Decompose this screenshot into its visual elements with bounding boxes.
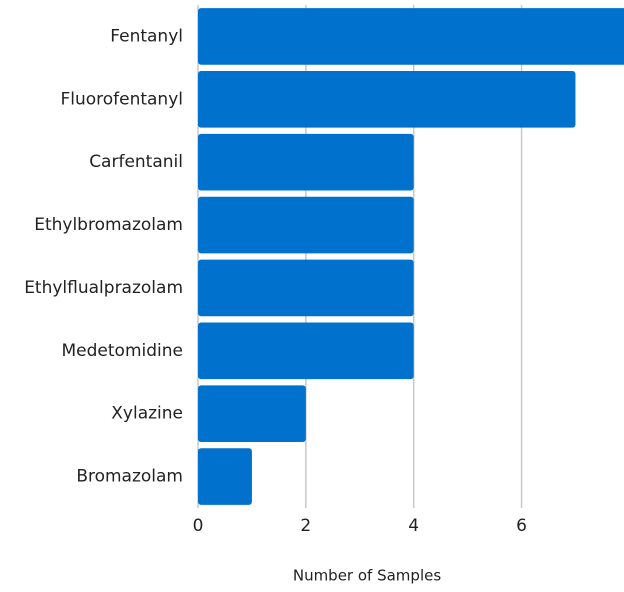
x-tick-label: 2 (300, 516, 311, 536)
bar (198, 259, 414, 317)
x-axis-label: Number of Samples (293, 567, 441, 585)
y-tick-label: Ethylflualprazolam (24, 278, 183, 298)
y-tick-label: Medetomidine (62, 341, 183, 361)
y-tick-label: Xylazine (111, 404, 183, 424)
bar (198, 71, 576, 128)
y-tick-label: Carfentanil (89, 152, 183, 172)
bar (198, 196, 414, 254)
y-tick-label: Bromazolam (76, 467, 183, 487)
bars (198, 8, 624, 505)
bar (198, 8, 624, 65)
x-tick-label: 0 (193, 516, 204, 536)
x-tick-label: 4 (408, 516, 419, 536)
x-tick-label: 6 (516, 516, 527, 536)
y-tick-label: Fluorofentanyl (60, 89, 183, 109)
y-tick-label: Fentanyl (110, 26, 183, 46)
y-tick-label: Ethylbromazolam (34, 215, 183, 235)
bar (198, 448, 252, 505)
bar (198, 385, 306, 442)
bar (198, 133, 414, 191)
bar (198, 322, 414, 380)
